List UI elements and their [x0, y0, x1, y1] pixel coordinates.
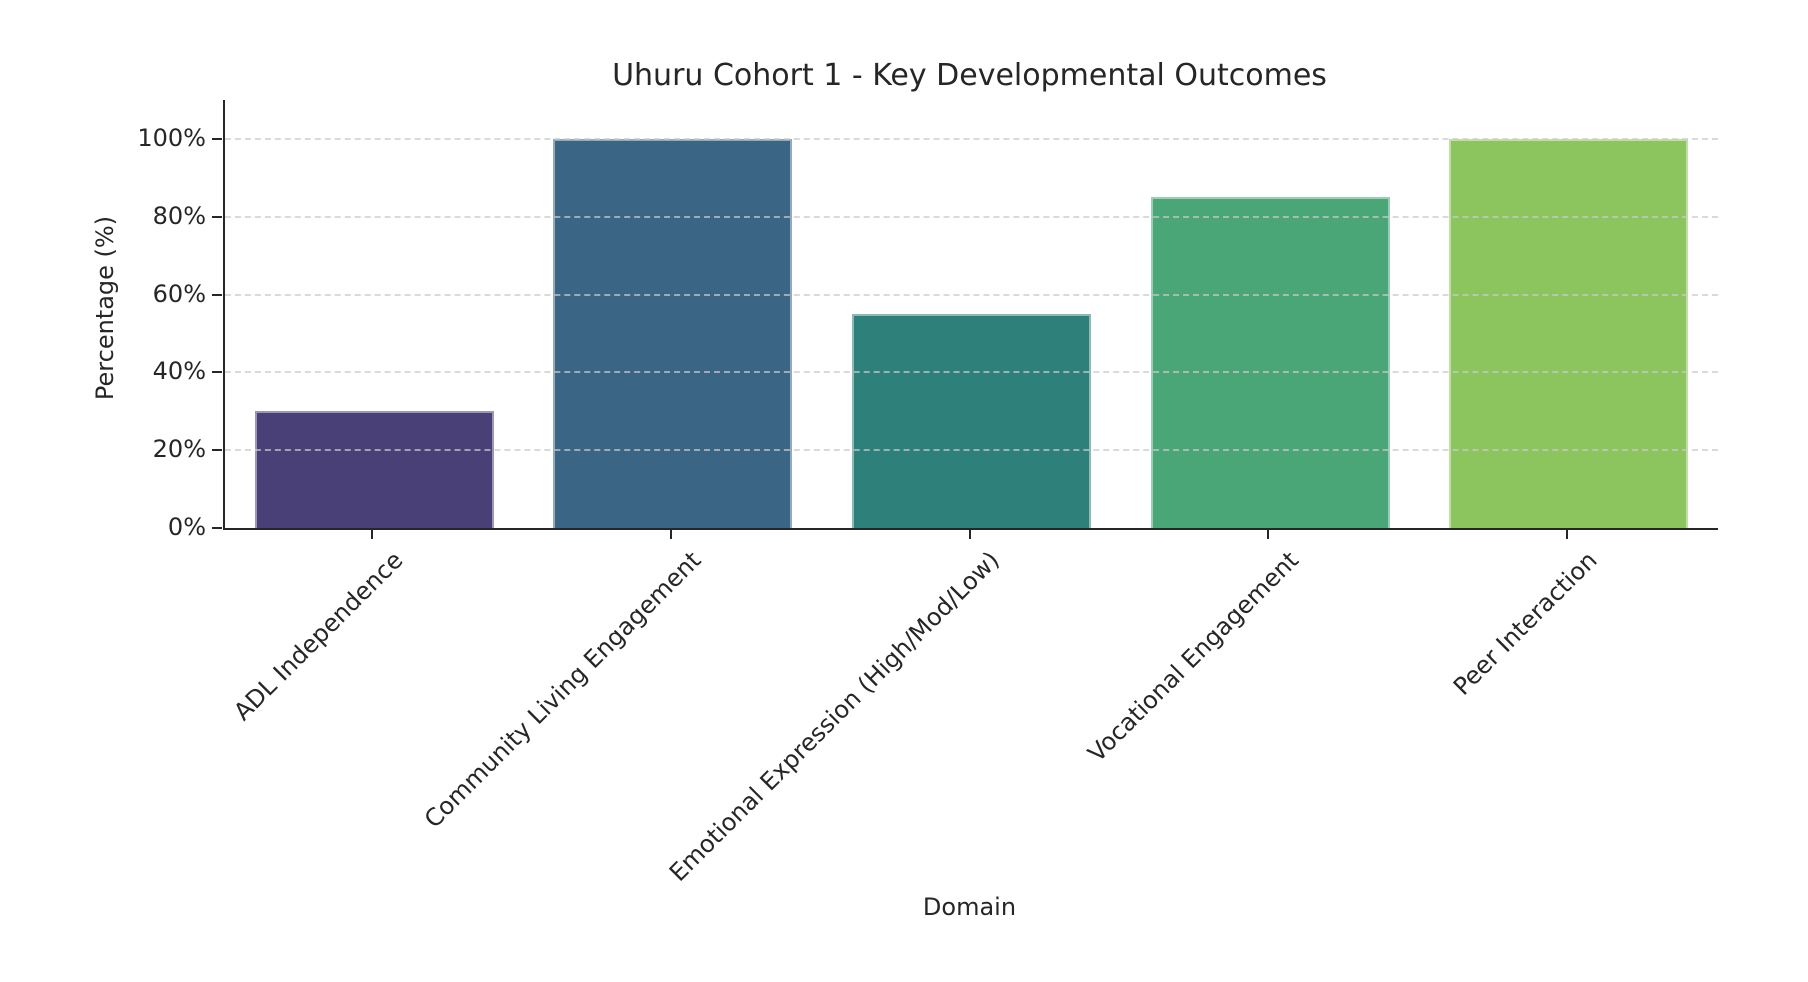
x-tick-mark-2 [968, 530, 971, 539]
bar-emotional-expression-high-mod-low [852, 314, 1091, 528]
bar-vocational-engagement [1150, 197, 1390, 528]
x-tick-label-vocational-engagement: Vocational Engagement [1082, 546, 1304, 768]
gridline-100 [225, 137, 1718, 140]
x-tick-mark-0 [371, 530, 374, 539]
x-tick-label-community-living-engagement: Community Living Engagement [419, 546, 707, 834]
y-tick-mark-100 [212, 137, 222, 140]
chart-title: Uhuru Cohort 1 - Key Developmental Outco… [612, 58, 1327, 93]
gridline-40 [225, 371, 1718, 374]
y-tick-mark-20 [212, 449, 222, 452]
x-axis-label: Domain [922, 893, 1017, 921]
gridline-60 [225, 293, 1718, 296]
x-tick-mark-3 [1267, 530, 1270, 539]
y-tick-mark-0 [212, 527, 222, 529]
y-tick-label-0: 0% [167, 513, 206, 541]
y-axis-label: Percentage (%) [91, 215, 119, 401]
gridline-80 [225, 215, 1718, 218]
plot-area [223, 100, 1718, 530]
y-tick-mark-80 [212, 215, 222, 218]
y-tick-mark-40 [212, 371, 222, 374]
bar-community-living-engagement [553, 138, 793, 528]
y-tick-label-60: 60% [152, 279, 206, 308]
gridline-20 [225, 449, 1718, 452]
bar-peer-interaction [1449, 138, 1689, 528]
x-tick-mark-1 [669, 530, 672, 539]
x-tick-label-peer-interaction: Peer Interaction [1447, 546, 1603, 701]
x-tick-label-adl-independence: ADL Independence [228, 546, 409, 727]
y-tick-label-40: 40% [152, 357, 206, 386]
x-tick-label-emotional-expression-high-mod-low: Emotional Expression (High/Mod/Low) [664, 546, 1006, 887]
y-tick-label-100: 100% [137, 123, 206, 152]
x-tick-mark-4 [1565, 530, 1568, 539]
y-tick-label-20: 20% [152, 435, 206, 464]
y-tick-label-80: 80% [152, 201, 206, 230]
y-tick-mark-60 [212, 293, 222, 296]
bar-adl-independence [254, 411, 494, 528]
